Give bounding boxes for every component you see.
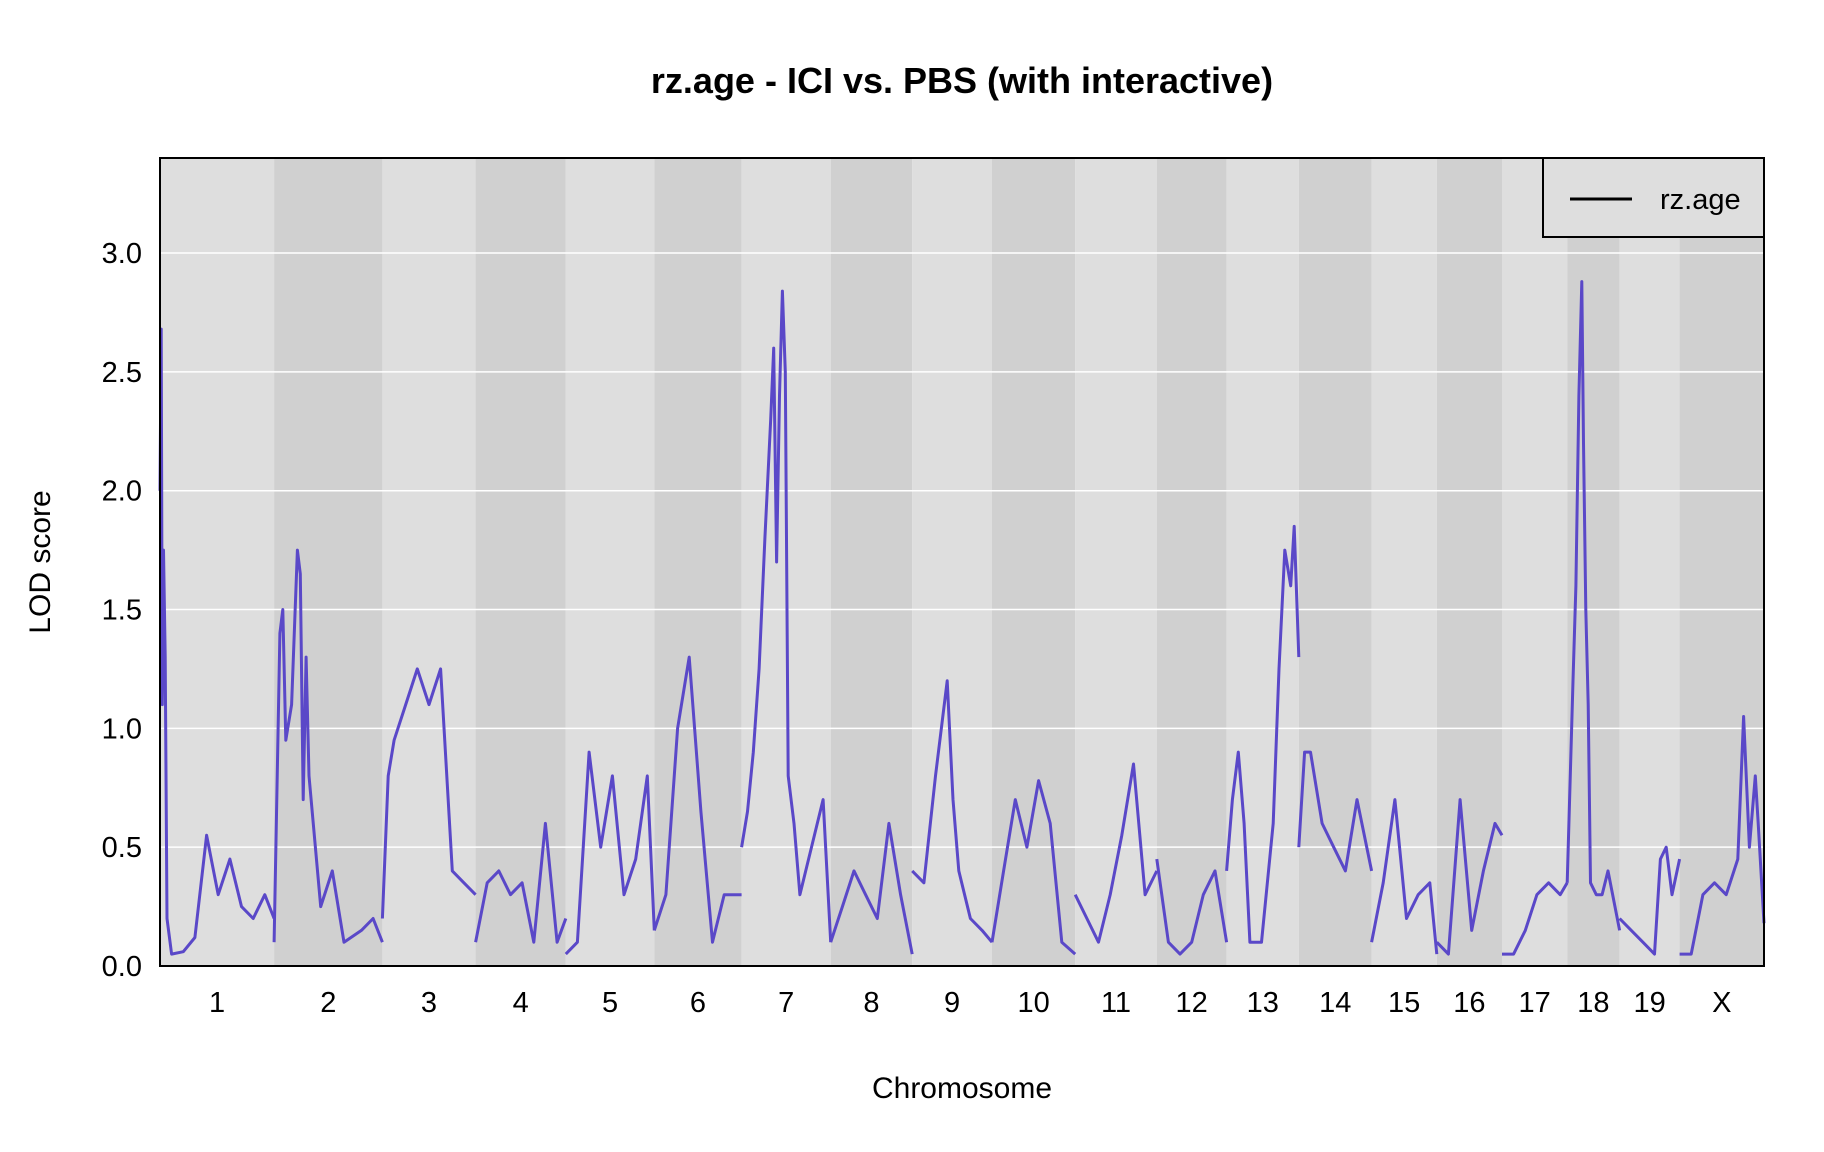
lod-line-chr-3 <box>380 667 477 919</box>
y-tick-label: 3.0 <box>102 238 142 270</box>
chromosome-band-1 <box>160 158 275 966</box>
chromosome-band-2 <box>274 158 383 966</box>
chromosome-band-4 <box>475 158 566 966</box>
chromosome-band-10 <box>991 158 1076 966</box>
chromosome-band-14 <box>1298 158 1372 966</box>
lod-line-chr-14 <box>1297 750 1374 873</box>
lod-line-chr-13 <box>1225 524 1301 944</box>
lod-line-chr-1 <box>158 327 276 956</box>
lod-line-chr-16 <box>1435 798 1504 956</box>
y-tick-label: 2.0 <box>102 476 142 508</box>
lod-line-chr-5 <box>564 750 656 956</box>
x-tick-label: 5 <box>602 987 618 1019</box>
chromosome-band-17 <box>1502 158 1568 966</box>
chromosome-bands <box>160 158 1764 966</box>
chromosome-band-5 <box>565 158 655 966</box>
y-tick-label: 1.0 <box>102 713 142 745</box>
lod-line-chr-18 <box>1565 280 1622 931</box>
x-tick-label: 6 <box>690 987 706 1019</box>
lod-line-chr-9 <box>911 679 994 944</box>
x-tick-label: 14 <box>1319 987 1351 1019</box>
lod-line-chr-10 <box>990 779 1077 956</box>
x-tick-label: 17 <box>1518 987 1550 1019</box>
lod-series <box>158 280 1766 956</box>
x-tick-label: 4 <box>513 987 529 1019</box>
chromosome-band-11 <box>1075 158 1157 966</box>
x-tick-label: 10 <box>1017 987 1049 1019</box>
x-tick-label: 15 <box>1388 987 1420 1019</box>
lod-line-chr-8 <box>829 821 914 955</box>
chromosome-band-15 <box>1371 158 1437 966</box>
x-tick-label: 19 <box>1633 987 1665 1019</box>
x-tick-label: 12 <box>1176 987 1208 1019</box>
chromosome-band-16 <box>1436 158 1503 966</box>
x-tick-label: 3 <box>421 987 437 1019</box>
x-tick-label: 13 <box>1247 987 1279 1019</box>
x-tick-label: 2 <box>320 987 336 1019</box>
chromosome-band-3 <box>382 158 476 966</box>
x-tick-label: 11 <box>1101 987 1131 1019</box>
lod-line-chr-12 <box>1155 858 1229 956</box>
x-tick-label: X <box>1712 987 1731 1019</box>
x-tick-label: 18 <box>1577 987 1609 1019</box>
plot-frame <box>159 157 1765 967</box>
lod-line-chr-2 <box>272 548 384 944</box>
x-tick-label: 1 <box>209 987 225 1019</box>
x-axis-label: Chromosome <box>872 1072 1052 1105</box>
chromosome-band-9 <box>912 158 992 966</box>
lod-line-chr-7 <box>740 289 833 943</box>
legend-label: rz.age <box>1660 184 1741 216</box>
lod-line-chr-6 <box>652 655 742 944</box>
chromosome-band-6 <box>654 158 742 966</box>
chromosome-band-19 <box>1619 158 1680 966</box>
y-tick-label: 2.5 <box>102 357 142 389</box>
chromosome-band-X <box>1679 158 1764 966</box>
lod-line-chr-4 <box>474 821 568 944</box>
x-tick-label: 8 <box>863 987 879 1019</box>
chromosome-band-8 <box>830 158 913 966</box>
legend: rz.age <box>1542 157 1765 238</box>
y-axis-label: LOD score <box>24 490 57 633</box>
chart-title: rz.age - ICI vs. PBS (with interactive) <box>651 60 1273 101</box>
y-tick-label: 0.5 <box>102 832 142 864</box>
y-tick-label: 0.0 <box>102 951 142 983</box>
x-tick-label: 7 <box>778 987 794 1019</box>
lod-line-chr-15 <box>1370 798 1439 955</box>
x-tick-label: 9 <box>944 987 960 1019</box>
lod-line-chr-17 <box>1502 881 1569 956</box>
lod-line-chr-19 <box>1618 845 1682 956</box>
x-axis-ticks: 1 2 3 4 5 6 7 8 9 10 11 12 13 14 15 16 17 18 19 X <box>209 987 1731 1019</box>
lod-line-chr-11 <box>1073 762 1159 944</box>
lod-line-chr-X <box>1679 715 1766 956</box>
y-tick-label: 1.5 <box>102 595 142 627</box>
x-tick-label: 16 <box>1453 987 1485 1019</box>
y-axis-ticks: 0.0 0.5 1.0 1.5 2.0 2.5 3.0 <box>102 238 142 983</box>
chromosome-band-12 <box>1156 158 1227 966</box>
